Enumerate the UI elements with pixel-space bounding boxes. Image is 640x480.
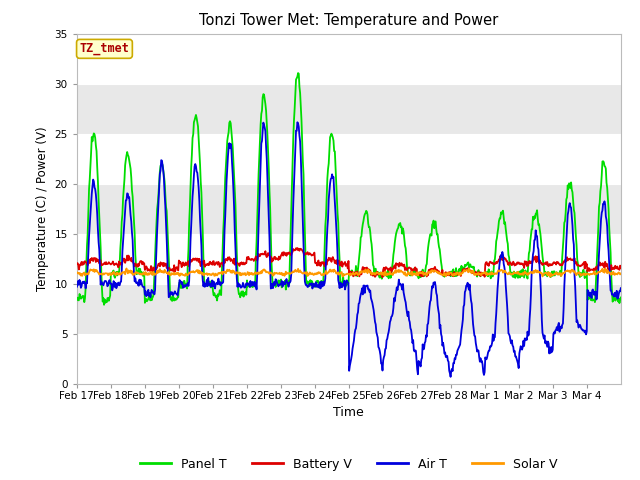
Air T (106, 281, 114, 287)
X-axis label: Time: Time (333, 407, 364, 420)
Battery V (294, 245, 301, 251)
Line: Solar V: Solar V (77, 268, 621, 277)
Battery V (106, 261, 114, 267)
Air T (543, 341, 550, 347)
Panel T (294, 70, 302, 76)
Panel T (390, 247, 398, 253)
Air T (447, 374, 454, 380)
Panel T (100, 302, 108, 308)
Line: Battery V: Battery V (77, 248, 621, 277)
Solar V (403, 273, 411, 279)
Battery V (390, 264, 398, 269)
Air T (404, 313, 412, 319)
Solar V (73, 270, 81, 276)
Solar V (389, 272, 397, 278)
Battery V (543, 262, 550, 267)
Battery V (487, 259, 495, 265)
Panel T (543, 271, 550, 276)
Solar V (546, 274, 554, 280)
Air T (420, 346, 428, 352)
Y-axis label: Temperature (C) / Power (V): Temperature (C) / Power (V) (36, 127, 49, 291)
Battery V (73, 261, 81, 266)
Battery V (421, 270, 429, 276)
Panel T (73, 297, 81, 302)
Air T (294, 120, 301, 125)
Panel T (421, 273, 429, 278)
Solar V (419, 272, 427, 277)
Solar V (617, 271, 625, 276)
Air T (617, 285, 625, 291)
Air T (390, 305, 397, 311)
Solar V (106, 270, 114, 276)
Solar V (486, 271, 494, 276)
Bar (77, 184, 621, 234)
Bar (77, 84, 621, 134)
Title: Tonzi Tower Met: Temperature and Power: Tonzi Tower Met: Temperature and Power (199, 13, 499, 28)
Line: Air T: Air T (77, 122, 621, 377)
Solar V (465, 265, 473, 271)
Air T (487, 344, 495, 349)
Line: Panel T: Panel T (77, 73, 621, 305)
Legend: Panel T, Battery V, Air T, Solar V: Panel T, Battery V, Air T, Solar V (135, 453, 563, 476)
Air T (73, 284, 81, 290)
Battery V (379, 275, 387, 280)
Panel T (404, 271, 412, 276)
Bar (77, 284, 621, 334)
Panel T (107, 271, 115, 276)
Battery V (617, 265, 625, 271)
Panel T (487, 276, 495, 281)
Panel T (617, 295, 625, 300)
Battery V (404, 265, 412, 271)
Text: TZ_tmet: TZ_tmet (79, 42, 129, 55)
Solar V (542, 270, 550, 276)
